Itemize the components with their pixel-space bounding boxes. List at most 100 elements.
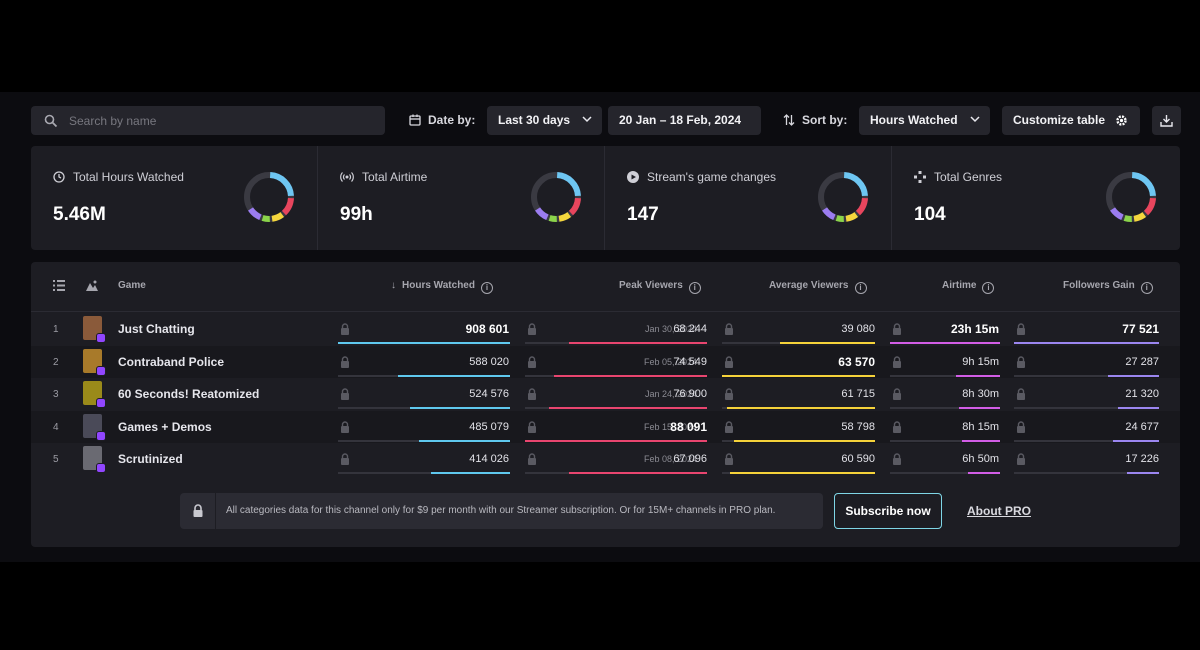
info-icon[interactable]: i (982, 282, 995, 294)
info-icon[interactable]: i (480, 282, 493, 294)
search-input[interactable] (69, 106, 369, 135)
hours-watched-value: 485 079 (469, 420, 509, 433)
bar-track-avg (722, 407, 875, 409)
bar-track-followers (1014, 407, 1159, 409)
donut-segment (548, 215, 557, 222)
lock-icon (725, 388, 733, 400)
info-icon[interactable]: i (688, 282, 701, 294)
chevron-down-icon (970, 116, 980, 123)
bar-fill-hours (418, 439, 510, 442)
stat-title-text: Total Airtime (362, 170, 428, 184)
donut-segment (568, 197, 581, 216)
game-thumbnail[interactable] (83, 413, 106, 441)
stat-value: 99h (340, 204, 373, 225)
column-header-average-viewers[interactable]: Average Viewers i (769, 280, 867, 294)
donut-chart-icon (531, 172, 581, 222)
donut-segment (1110, 207, 1124, 221)
stats-bar: Total Hours Watched 5.46M Total Airtime … (31, 146, 1180, 250)
bar-fill-peak (525, 439, 707, 442)
twitch-badge-icon (96, 430, 106, 441)
info-icon[interactable]: i (1140, 282, 1153, 294)
column-header-peak-viewers[interactable]: Peak Viewers i (619, 280, 701, 294)
donut-segment (1123, 215, 1132, 222)
donut-segment (271, 212, 285, 222)
peak-viewers-value: 74 549 (673, 355, 707, 368)
bar-fill-hours (410, 407, 510, 409)
column-header-hours-watched[interactable]: ↓ Hours Watched i (391, 280, 493, 294)
bar-fill-avg (780, 342, 875, 344)
game-name[interactable]: 60 Seconds! Reatomized (118, 387, 260, 401)
peak-viewers-value: 68 244 (673, 323, 707, 335)
games-table: Game ↓ Hours Watched i Peak Viewers i Avera… (31, 262, 1180, 547)
stat-title-text: Total Hours Watched (73, 170, 184, 184)
stat-value: 104 (914, 204, 946, 225)
lock-icon (725, 453, 733, 465)
list-icon (53, 280, 65, 291)
average-viewers-value: 60 590 (841, 453, 875, 465)
donut-chart-icon (244, 172, 294, 222)
row-rank: 4 (53, 421, 59, 433)
subscribe-now-button[interactable]: Subscribe now (834, 493, 942, 529)
column-header-airtime[interactable]: Airtime i (942, 280, 995, 294)
donut-chart-icon (818, 172, 868, 222)
average-viewers-value: 58 798 (841, 420, 875, 433)
game-name[interactable]: Contraband Police (118, 354, 225, 369)
table-row[interactable]: 3 60 Seconds! Reatomized 524 576 Jan 24,… (31, 378, 1180, 410)
bar-fill-airtime (956, 374, 1000, 377)
bar-track-peak (525, 342, 707, 344)
genres-icon (914, 171, 926, 183)
download-button[interactable] (1152, 106, 1181, 135)
donut-segment (558, 212, 572, 222)
lock-icon (893, 355, 901, 368)
pro-promo-banner: All categories data for this channel onl… (180, 493, 823, 529)
bar-track-hours (338, 439, 510, 442)
table-row[interactable]: 4 Games + Demos 485 079 Feb 15, 2024 88 … (31, 410, 1180, 443)
donut-chart-icon (1106, 172, 1156, 222)
stat-title: Total Hours Watched (53, 170, 184, 184)
game-name[interactable]: Just Chatting (118, 322, 195, 336)
twitch-badge-icon (96, 398, 106, 408)
game-thumbnail[interactable] (83, 381, 106, 408)
customize-table-label: Customize table (1013, 113, 1106, 127)
stat-card-airtime: Total Airtime 99h (318, 146, 605, 250)
table-row[interactable]: 5 Scrutinized 414 026 Feb 08, 2024 67 09… (31, 443, 1180, 475)
game-name[interactable]: Games + Demos (118, 419, 212, 434)
table-row[interactable]: 2 Contraband Police 588 020 Feb 05, 2024… (31, 345, 1180, 378)
row-rank: 3 (53, 389, 59, 400)
donut-segment (248, 207, 262, 221)
game-thumbnail[interactable] (83, 446, 106, 473)
twitch-badge-icon (96, 333, 106, 343)
game-name[interactable]: Scrutinized (118, 452, 183, 466)
hours-watched-value: 588 020 (469, 355, 509, 368)
donut-segment (556, 172, 581, 197)
promo-text: All categories data for this channel onl… (226, 505, 776, 516)
customize-table-button[interactable]: Customize table (1002, 106, 1140, 135)
peak-date: Feb 15, 2024 (643, 421, 697, 432)
bar-fill-avg (734, 439, 875, 442)
info-icon[interactable]: i (854, 282, 867, 294)
peak-date: Feb 08, 2024 (643, 454, 697, 464)
peak-date: Jan 24, 2024 (644, 389, 697, 399)
bar-fill-followers (1112, 439, 1159, 442)
column-header-followers-gain[interactable]: Followers Gain i (1063, 280, 1153, 294)
row-rank: 5 (53, 454, 59, 465)
date-range-dropdown[interactable]: Last 30 days (487, 106, 602, 135)
bar-track-airtime (890, 439, 1000, 442)
bar-fill-hours (430, 472, 510, 474)
bar-track-followers (1014, 472, 1159, 474)
date-range-option: Last 30 days (498, 113, 571, 127)
bar-fill-airtime (959, 407, 1000, 409)
toolbar: Date by: Last 30 days 20 Jan – 18 Feb, 2… (31, 106, 1181, 136)
date-range-picker[interactable]: 20 Jan – 18 Feb, 2024 (608, 106, 761, 135)
search-box[interactable] (31, 106, 385, 135)
game-thumbnail[interactable] (83, 316, 106, 343)
bar-fill-avg (729, 472, 875, 474)
bar-fill-peak (548, 407, 707, 409)
donut-segment (1133, 212, 1147, 222)
column-header-game[interactable]: Game (118, 280, 146, 291)
average-viewers-value: 63 570 (838, 354, 875, 369)
sort-dropdown[interactable]: Hours Watched (859, 106, 990, 135)
table-row[interactable]: 1 Just Chatting 908 601 Jan 30, 2024 68 … (31, 313, 1180, 345)
about-pro-link[interactable]: About PRO (967, 504, 1031, 518)
game-thumbnail[interactable] (83, 348, 106, 376)
